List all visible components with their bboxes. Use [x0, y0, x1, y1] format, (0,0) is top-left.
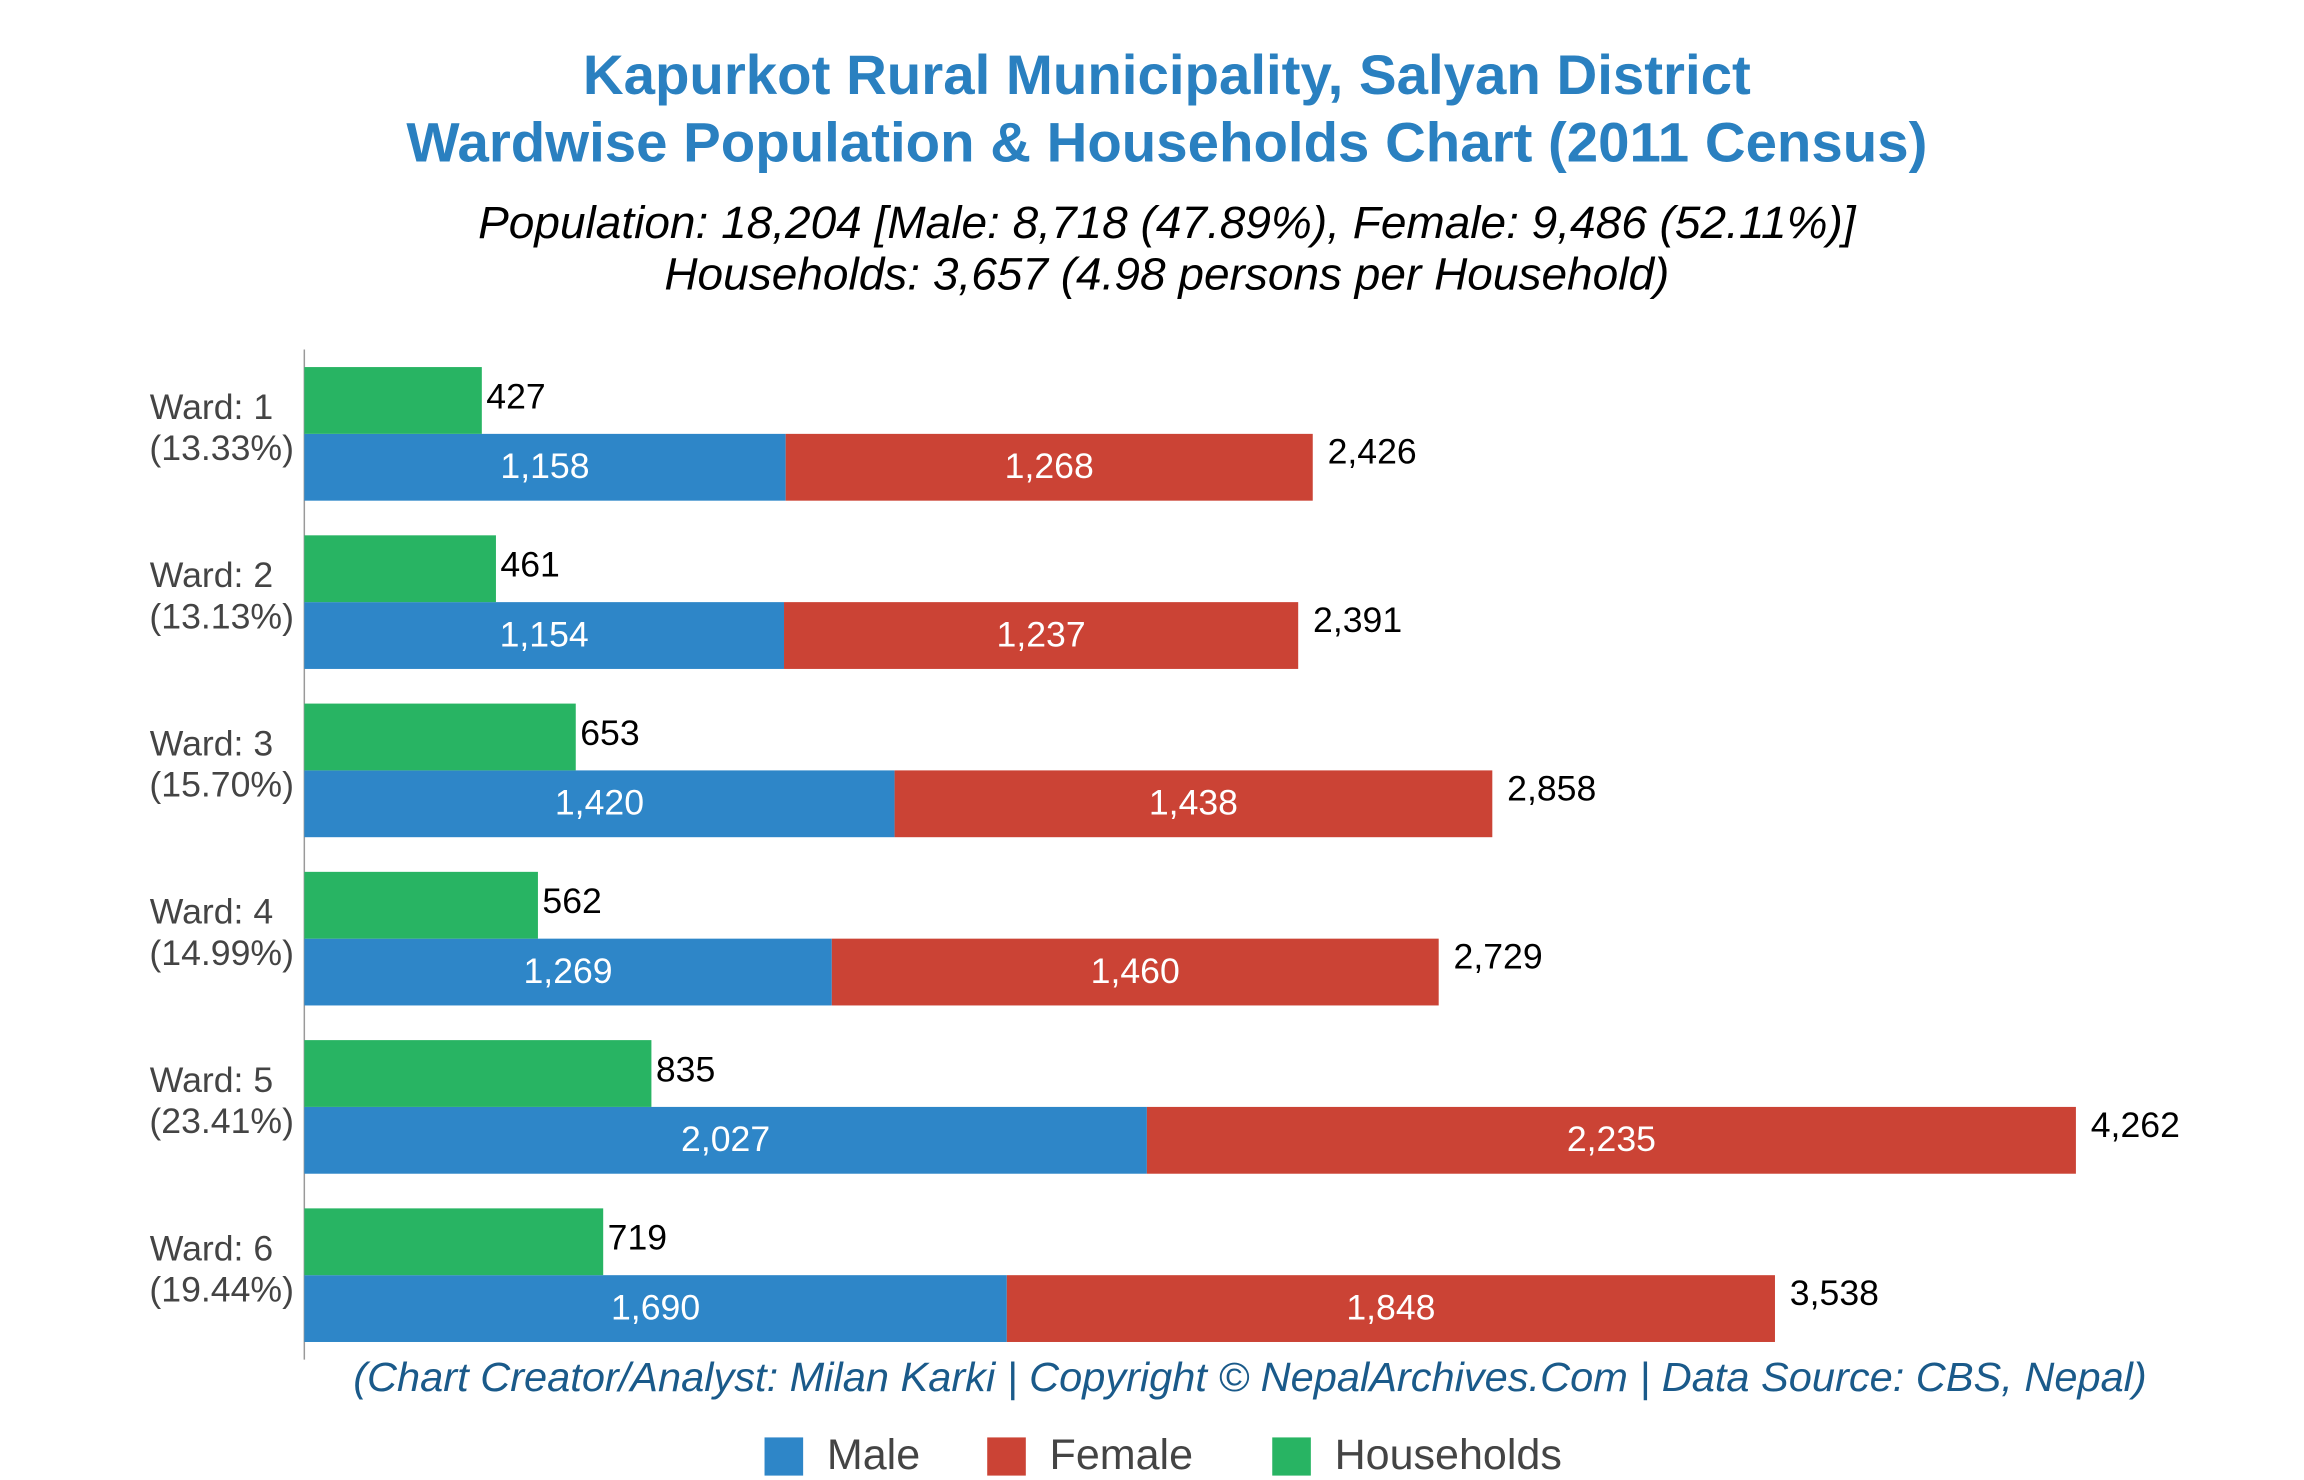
data-label: 1,460	[1091, 951, 1180, 991]
y-tick-label: (13.33%)	[149, 428, 294, 468]
data-label: 1,268	[1005, 446, 1094, 486]
legend-label: Households	[1335, 1431, 1562, 1479]
bar	[304, 871, 538, 939]
data-label: 1,690	[611, 1288, 700, 1328]
y-tick-label: (14.99%)	[149, 933, 294, 973]
bar	[1006, 1275, 1775, 1342]
y-tick-label: Ward: 4	[150, 892, 273, 932]
data-label: 427	[486, 376, 545, 416]
bar	[304, 1275, 1007, 1342]
legend-label: Male	[827, 1431, 920, 1479]
bar	[304, 433, 786, 501]
bar	[1146, 1106, 2076, 1174]
legend-swatch	[987, 1437, 1026, 1476]
bar	[304, 1208, 604, 1276]
y-tick-label: Ward: 2	[150, 555, 273, 595]
legend-label: Female	[1050, 1431, 1194, 1479]
y-tick-label: (19.44%)	[149, 1270, 294, 1310]
bar	[304, 770, 895, 838]
bar	[304, 535, 496, 603]
bar	[831, 938, 1439, 1006]
chart-subtitle: Population: 18,204 [Male: 8,718 (47.89%)…	[478, 197, 1857, 248]
bar	[304, 1040, 652, 1107]
chart-subtitle: Households: 3,657 (4.98 persons per Hous…	[664, 249, 1669, 300]
bar	[304, 1106, 1147, 1174]
total-label: 2,858	[1507, 768, 1596, 808]
y-tick-label: (15.70%)	[149, 765, 294, 805]
chart-title: Wardwise Population & Households Chart (…	[406, 111, 1927, 174]
data-label: 835	[656, 1050, 715, 1090]
data-label: 562	[542, 881, 601, 921]
legend-swatch	[764, 1437, 804, 1476]
bar	[894, 770, 1493, 838]
y-tick-label: Ward: 1	[150, 387, 273, 427]
y-tick-label: Ward: 5	[150, 1060, 273, 1100]
y-tick-label: (13.13%)	[149, 597, 294, 637]
data-label: 2,027	[681, 1119, 770, 1159]
total-label: 2,391	[1313, 600, 1402, 640]
y-tick-label: (23.41%)	[149, 1101, 294, 1141]
chart-footer: (Chart Creator/Analyst: Milan Karki | Co…	[353, 1354, 2147, 1400]
total-label: 2,729	[1454, 937, 1543, 977]
data-label: 1,237	[997, 614, 1086, 654]
bar	[304, 703, 576, 771]
data-label: 1,158	[500, 446, 589, 486]
bar	[785, 433, 1313, 501]
data-label: 2,235	[1567, 1119, 1656, 1159]
data-label: 1,154	[500, 614, 589, 654]
data-label: 1,420	[555, 783, 644, 823]
bar	[304, 367, 482, 434]
bar	[304, 602, 785, 669]
bar	[304, 938, 832, 1006]
data-label: 653	[580, 713, 639, 753]
data-label: 461	[500, 545, 559, 585]
total-label: 3,538	[1790, 1273, 1879, 1313]
bar	[784, 602, 1299, 669]
data-label: 1,438	[1149, 783, 1238, 823]
chart-title: Kapurkot Rural Municipality, Salyan Dist…	[583, 43, 1751, 106]
data-label: 1,269	[524, 951, 613, 991]
y-tick-label: Ward: 6	[150, 1228, 273, 1268]
data-label: 719	[608, 1218, 667, 1258]
y-tick-label: Ward: 3	[150, 724, 273, 764]
data-label: 1,848	[1346, 1288, 1435, 1328]
legend-swatch	[1272, 1437, 1311, 1476]
total-label: 2,426	[1328, 432, 1417, 472]
total-label: 4,262	[2091, 1105, 2180, 1145]
